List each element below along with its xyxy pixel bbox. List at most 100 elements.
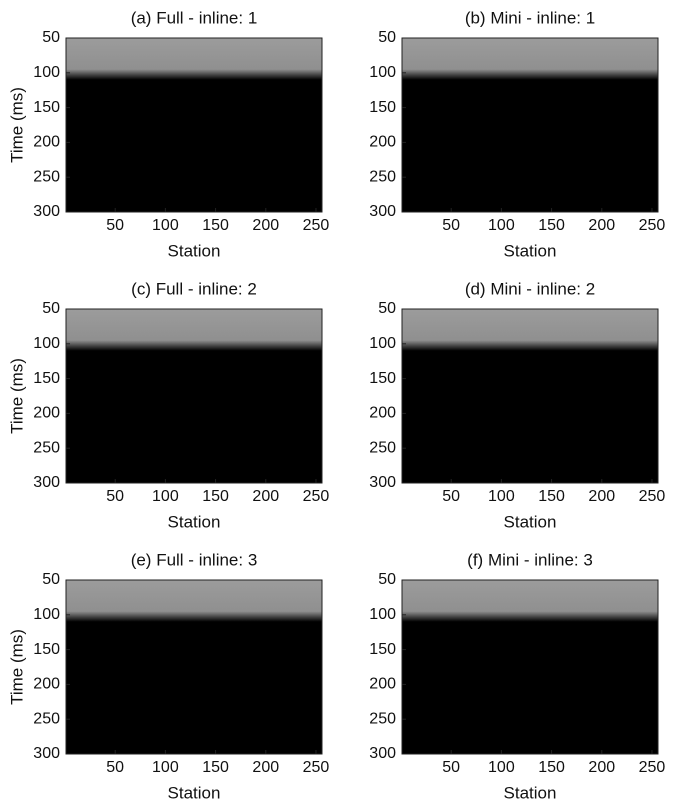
y-tick-label: 150 bbox=[33, 99, 60, 116]
x-tick-label: 150 bbox=[538, 759, 565, 776]
x-tick-label: 150 bbox=[538, 488, 565, 505]
y-tick-label: 150 bbox=[369, 370, 396, 387]
x-tick-label: 200 bbox=[252, 217, 279, 234]
x-tick-label: 250 bbox=[303, 759, 330, 776]
x-tick-label: 250 bbox=[303, 488, 330, 505]
x-tick-label: 200 bbox=[252, 759, 279, 776]
y-tick-label: 50 bbox=[378, 300, 396, 317]
y-tick-label: 100 bbox=[33, 335, 60, 352]
y-tick-label: 50 bbox=[378, 29, 396, 46]
y-tick-label: 200 bbox=[33, 405, 60, 422]
chart-title: (c) Full - inline: 2 bbox=[131, 279, 257, 298]
chart-title: (f) Mini - inline: 3 bbox=[467, 550, 593, 569]
x-tick-label: 100 bbox=[152, 217, 179, 234]
y-tick-label: 150 bbox=[33, 370, 60, 387]
x-axis-label: Station bbox=[168, 241, 221, 260]
y-tick-label: 300 bbox=[33, 474, 60, 491]
y-tick-label: 250 bbox=[369, 710, 396, 727]
x-tick-label: 100 bbox=[152, 759, 179, 776]
y-tick-label: 200 bbox=[369, 405, 396, 422]
y-tick-label: 200 bbox=[369, 134, 396, 151]
x-tick-label: 50 bbox=[106, 759, 124, 776]
panel: 50 100 150 200 250 300 50 100 150 200 250 (f) Mini … bbox=[369, 550, 665, 802]
seismic-top bbox=[402, 38, 658, 212]
plot-frame bbox=[401, 308, 659, 484]
x-tick-label: 150 bbox=[538, 217, 565, 234]
x-tick-label: 250 bbox=[639, 217, 666, 234]
x-tick-label: 50 bbox=[442, 759, 460, 776]
chart-title: (d) Mini - inline: 2 bbox=[465, 279, 595, 298]
y-tick-label: 250 bbox=[33, 439, 60, 456]
y-tick-label: 250 bbox=[369, 439, 396, 456]
seismic-top bbox=[66, 309, 322, 483]
plot-frame bbox=[65, 579, 323, 755]
x-tick-label: 50 bbox=[442, 217, 460, 234]
plot-frame bbox=[65, 37, 323, 213]
x-tick-label: 250 bbox=[303, 217, 330, 234]
x-tick-label: 100 bbox=[488, 759, 515, 776]
seismic-top bbox=[66, 580, 322, 754]
x-axis-label: Station bbox=[504, 783, 557, 802]
panel: 50 100 150 200 250 300 50 100 150 200 250 (b) Mini … bbox=[369, 8, 665, 260]
y-tick-label: 300 bbox=[369, 203, 396, 220]
x-axis-label: Station bbox=[168, 512, 221, 531]
x-axis-label: Station bbox=[168, 783, 221, 802]
seismic-top bbox=[66, 38, 322, 212]
x-tick-label: 100 bbox=[152, 488, 179, 505]
x-tick-label: 250 bbox=[639, 488, 666, 505]
y-tick-label: 250 bbox=[33, 168, 60, 185]
x-tick-label: 150 bbox=[202, 217, 229, 234]
y-axis-label: Time (ms) bbox=[7, 629, 26, 705]
plot-frame bbox=[401, 579, 659, 755]
y-tick-label: 200 bbox=[369, 676, 396, 693]
y-tick-label: 300 bbox=[33, 745, 60, 762]
panel: 50 100 150 200 250 300 50 100 150 200 250 (a) Full … bbox=[7, 8, 329, 260]
x-tick-label: 100 bbox=[488, 488, 515, 505]
panel: 50 100 150 200 250 300 50 100 150 200 250 (e) Full … bbox=[7, 550, 329, 802]
y-tick-label: 200 bbox=[33, 134, 60, 151]
x-tick-label: 200 bbox=[588, 217, 615, 234]
y-tick-label: 50 bbox=[42, 300, 60, 317]
y-tick-label: 50 bbox=[42, 571, 60, 588]
y-tick-label: 200 bbox=[33, 676, 60, 693]
x-tick-label: 100 bbox=[488, 217, 515, 234]
x-axis-label: Station bbox=[504, 512, 557, 531]
x-tick-label: 50 bbox=[106, 488, 124, 505]
y-tick-label: 150 bbox=[369, 641, 396, 658]
x-tick-label: 200 bbox=[252, 488, 279, 505]
panel: 50 100 150 200 250 300 50 100 150 200 250 (d) Mini … bbox=[369, 279, 665, 531]
x-tick-label: 250 bbox=[639, 759, 666, 776]
x-tick-label: 200 bbox=[588, 488, 615, 505]
seismic-top bbox=[402, 309, 658, 483]
panel: 50 100 150 200 250 300 50 100 150 200 250 (c) Full … bbox=[7, 279, 329, 531]
chart-title: (e) Full - inline: 3 bbox=[131, 550, 258, 569]
chart-title: (b) Mini - inline: 1 bbox=[465, 8, 595, 27]
plot-frame bbox=[65, 308, 323, 484]
y-tick-label: 150 bbox=[369, 99, 396, 116]
y-tick-label: 100 bbox=[369, 64, 396, 81]
y-tick-label: 100 bbox=[369, 606, 396, 623]
y-tick-label: 50 bbox=[378, 571, 396, 588]
chart-title: (a) Full - inline: 1 bbox=[131, 8, 258, 27]
y-tick-label: 100 bbox=[33, 64, 60, 81]
x-tick-label: 50 bbox=[106, 217, 124, 234]
y-tick-label: 250 bbox=[33, 710, 60, 727]
x-tick-label: 150 bbox=[202, 759, 229, 776]
y-tick-label: 50 bbox=[42, 29, 60, 46]
x-tick-label: 150 bbox=[202, 488, 229, 505]
y-tick-label: 300 bbox=[369, 745, 396, 762]
x-tick-label: 50 bbox=[442, 488, 460, 505]
y-tick-label: 250 bbox=[369, 168, 396, 185]
y-axis-label: Time (ms) bbox=[7, 87, 26, 163]
seismic-top bbox=[402, 580, 658, 754]
y-tick-label: 300 bbox=[33, 203, 60, 220]
x-axis-label: Station bbox=[504, 241, 557, 260]
y-tick-label: 100 bbox=[33, 606, 60, 623]
plot-frame bbox=[401, 37, 659, 213]
x-tick-label: 200 bbox=[588, 759, 615, 776]
y-tick-label: 300 bbox=[369, 474, 396, 491]
y-axis-label: Time (ms) bbox=[7, 358, 26, 434]
y-tick-label: 150 bbox=[33, 641, 60, 658]
y-tick-label: 100 bbox=[369, 335, 396, 352]
